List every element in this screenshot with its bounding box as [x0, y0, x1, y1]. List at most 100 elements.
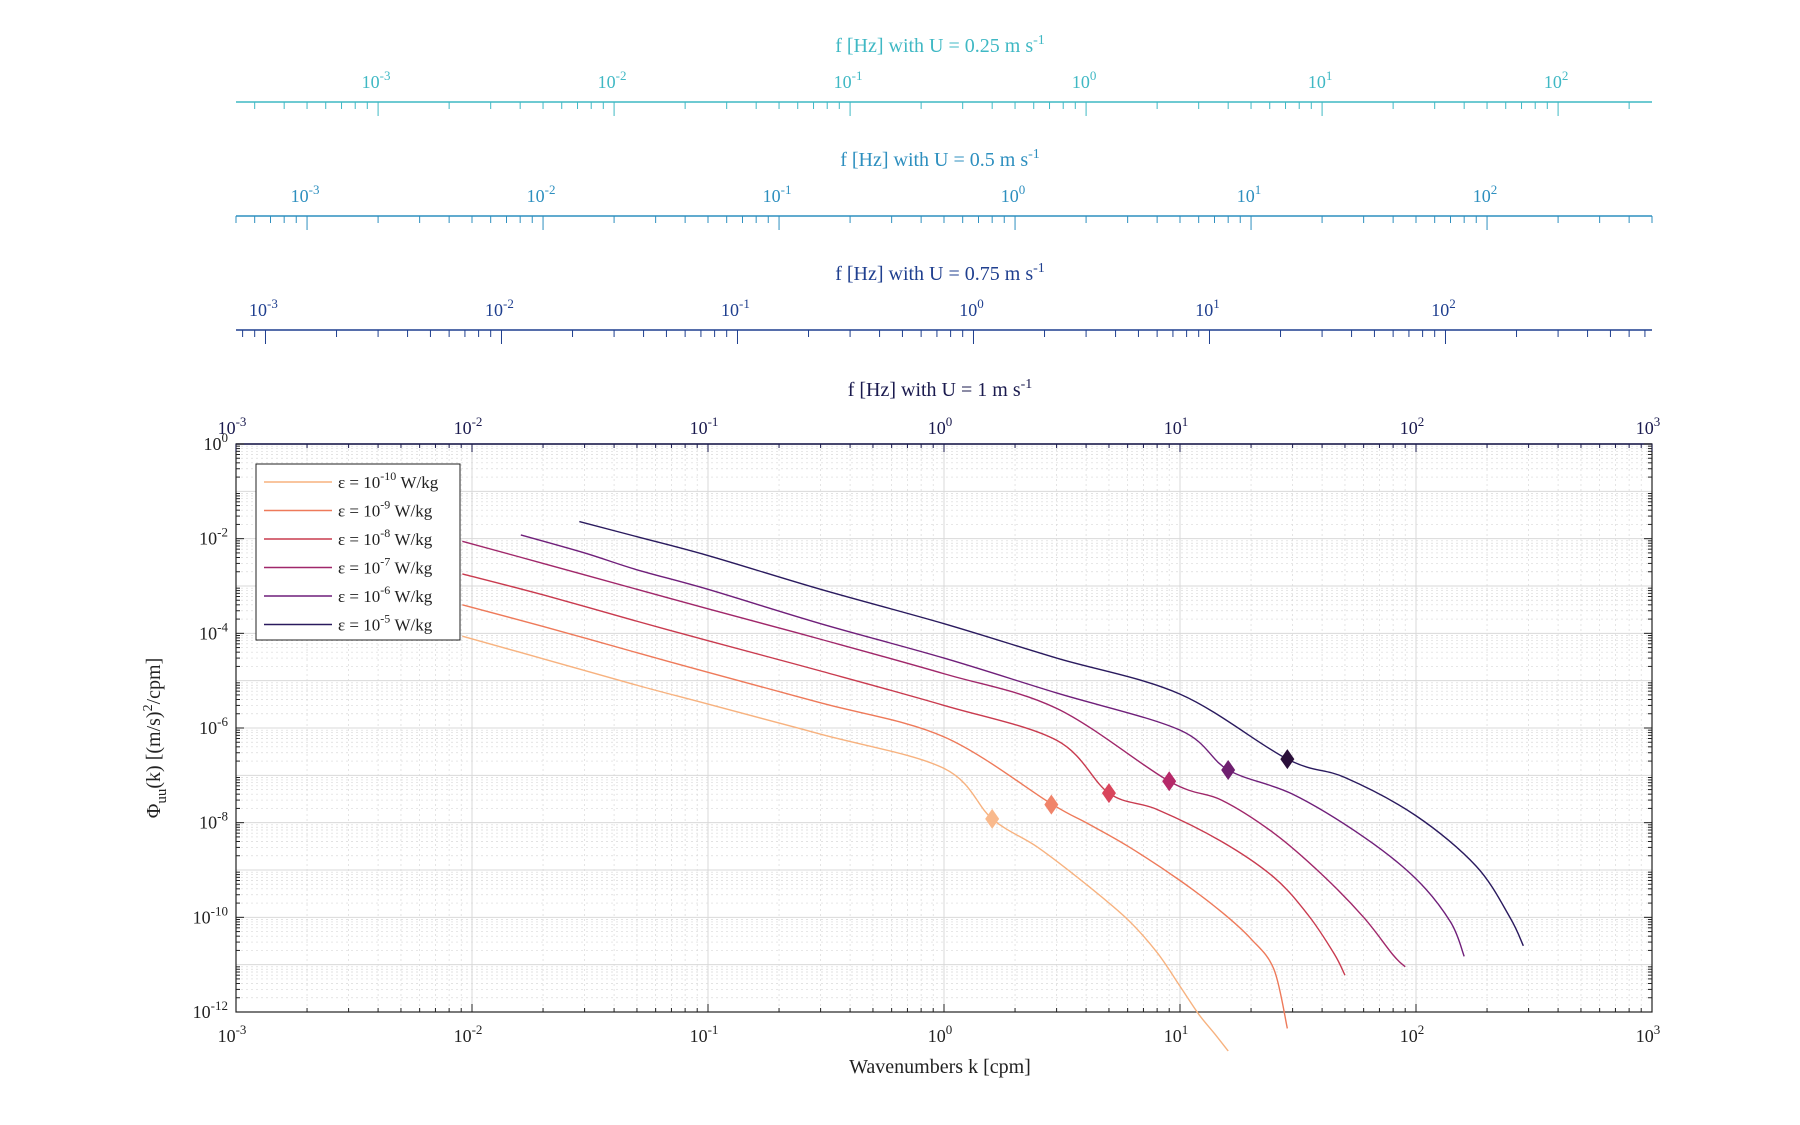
frequency-tick-base: 10 [1308, 72, 1326, 92]
y-tick-base: 10 [193, 1002, 211, 1022]
frequency-tick-exp: 0 [1019, 182, 1026, 197]
y-tick-base: 10 [204, 434, 222, 454]
x-top-tick-base: 10 [1636, 418, 1654, 438]
frequency-tick-exp: 2 [1562, 68, 1569, 83]
legend: ε = 10-10 W/kgε = 10-9 W/kgε = 10-8 W/kg… [255, 463, 461, 641]
frequency-tick-base: 10 [1001, 186, 1019, 206]
top-axis-title-u1-text: f [Hz] with U = 1 m s [848, 379, 1021, 401]
plot-frame: 10-310-310-210-210-110-11001001011011021… [193, 414, 1661, 1046]
y-axis-label-end: /cpm] [143, 658, 165, 705]
x-tick-exp: 1 [1182, 1022, 1189, 1037]
frequency-axis-u05: f [Hz] with U = 0.5 m s-110-3 10-2 10-1 100… [235, 147, 1653, 230]
x-tick-base: 10 [454, 1026, 472, 1046]
frequency-tick-label: 101 [1308, 68, 1333, 92]
x-top-tick-label: 10-2 [454, 414, 483, 438]
x-top-tick-exp: -1 [708, 414, 719, 429]
y-tick-exp: -2 [217, 525, 228, 540]
x-top-tick-exp: -2 [472, 414, 483, 429]
frequency-tick-base: 10 [598, 72, 616, 92]
frequency-tick-exp: 1 [1326, 68, 1333, 83]
frequency-tick-exp: 0 [1090, 68, 1097, 83]
legend-label: ε = 10-10 W/kg [338, 469, 439, 492]
series-line-4 [520, 534, 1465, 957]
series-marker-4 [1221, 759, 1236, 780]
x-top-tick-base: 10 [1400, 418, 1418, 438]
x-top-tick-label: 10-3 [218, 414, 247, 438]
x-tick-label: 10-3 [218, 1022, 247, 1046]
frequency-tick-base: 10 [834, 72, 852, 92]
frequency-tick-exp: 0 [977, 296, 984, 311]
x-tick-exp: 3 [1654, 1022, 1661, 1037]
frequency-axis-title-text: f [Hz] with U = 0.5 m s [840, 149, 1028, 171]
frequency-tick-label: 10-1 [763, 182, 792, 206]
frequency-tick-base: 10 [485, 300, 503, 320]
series-marker-2 [1101, 783, 1116, 804]
x-tick-base: 10 [928, 1026, 946, 1046]
y-tick-base: 10 [199, 529, 217, 549]
legend-label-unit: W/kg [390, 530, 433, 549]
x-tick-base: 10 [1164, 1026, 1182, 1046]
frequency-axes: f [Hz] with U = 0.25 m s-110-3 10-2 10-1 10… [235, 33, 1653, 344]
series-marker-3 [1162, 771, 1177, 792]
x-tick-exp: -2 [472, 1022, 483, 1037]
frequency-tick-base: 10 [1072, 72, 1090, 92]
y-tick-label: 10-2 [199, 525, 228, 549]
legend-label-text: ε = 10 [338, 559, 380, 578]
x-top-tick-base: 10 [454, 418, 472, 438]
x-tick-label: 10-1 [690, 1022, 719, 1046]
x-axis-label: Wavenumbers k [cpm] [849, 1056, 1031, 1078]
frequency-tick-base: 10 [1544, 72, 1562, 92]
legend-label-exp: -7 [380, 555, 390, 569]
series-line-2 [462, 573, 1346, 976]
frequency-tick-label: 10-1 [834, 68, 863, 92]
x-tick-label: 10-2 [454, 1022, 483, 1046]
y-tick-exp: -8 [217, 809, 228, 824]
x-top-tick-base: 10 [218, 418, 236, 438]
x-tick-label: 101 [1164, 1022, 1189, 1046]
frequency-tick-label: 102 [1431, 296, 1456, 320]
y-axis-label-sub: uu [154, 788, 170, 804]
x-top-tick-label: 10-1 [690, 414, 719, 438]
frequency-tick-base: 10 [1237, 186, 1255, 206]
x-top-tick-exp: 3 [1654, 414, 1661, 429]
frequency-tick-label: 10-1 [721, 296, 750, 320]
y-tick-label: 100 [204, 430, 229, 454]
frequency-axis-title-text: f [Hz] with U = 0.75 m s [835, 263, 1033, 285]
legend-label-text: ε = 10 [338, 530, 380, 549]
frequency-tick-label: 100 [1001, 182, 1026, 206]
x-tick-exp: 0 [946, 1022, 953, 1037]
legend-label-text: ε = 10 [338, 502, 380, 521]
legend-label-exp: -8 [380, 526, 390, 540]
x-tick-label: 102 [1400, 1022, 1425, 1046]
y-axis-label-phi: Φ [143, 803, 165, 818]
x-tick-base: 10 [1400, 1026, 1418, 1046]
marker-layer [985, 749, 1295, 829]
frequency-tick-label: 10-3 [249, 296, 278, 320]
y-tick-exp: -6 [217, 714, 228, 729]
frequency-tick-exp: 1 [1255, 182, 1262, 197]
frequency-tick-base: 10 [1473, 186, 1491, 206]
x-top-tick-label: 101 [1164, 414, 1189, 438]
series-marker-1 [1044, 794, 1059, 815]
frequency-tick-exp: 2 [1449, 296, 1456, 311]
x-tick-base: 10 [690, 1026, 708, 1046]
legend-label: ε = 10-9 W/kg [338, 498, 433, 521]
x-tick-base: 10 [218, 1026, 236, 1046]
grid-layer [235, 444, 1652, 1013]
frequency-tick-exp: 1 [1213, 296, 1220, 311]
frequency-tick-label: 100 [1072, 68, 1097, 92]
frequency-tick-exp: -1 [781, 182, 792, 197]
frequency-tick-exp: 2 [1491, 182, 1498, 197]
y-tick-label: 10-8 [199, 809, 228, 833]
series-line-5 [579, 520, 1524, 947]
frequency-tick-exp: -1 [852, 68, 863, 83]
frequency-tick-label: 102 [1473, 182, 1498, 206]
frequency-tick-base: 10 [959, 300, 977, 320]
y-axis-label: Φuu(k) [(m/s)2/cpm] [141, 658, 170, 818]
legend-label: ε = 10-7 W/kg [338, 555, 433, 578]
y-tick-exp: 0 [222, 430, 229, 445]
legend-label: ε = 10-8 W/kg [338, 526, 433, 549]
x-top-tick-base: 10 [690, 418, 708, 438]
legend-box [255, 463, 461, 641]
frequency-axis-title-sup: -1 [1028, 147, 1040, 162]
